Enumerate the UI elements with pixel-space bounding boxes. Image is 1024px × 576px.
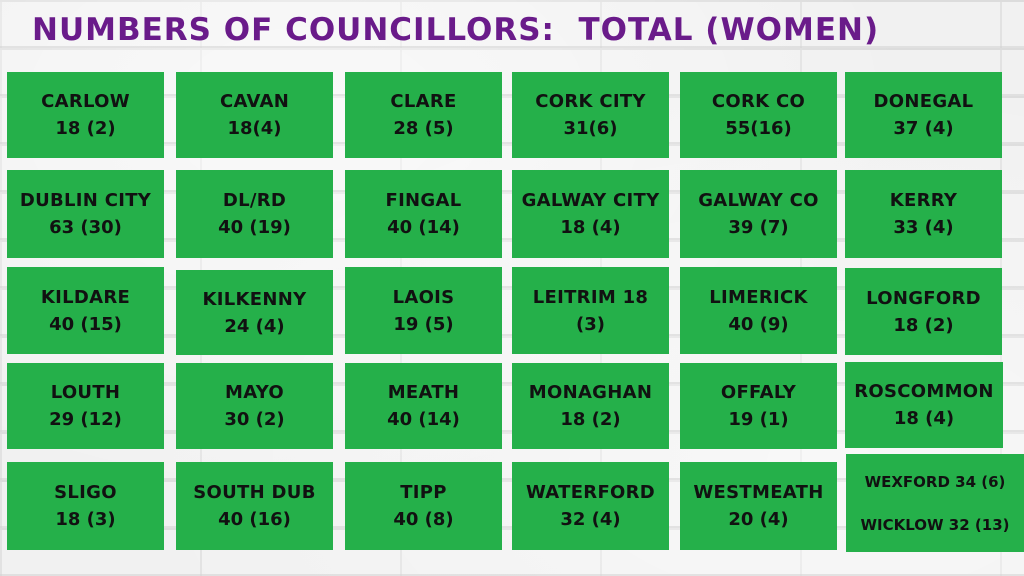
council-name: CORK CO: [711, 91, 806, 112]
council-count: 18 (4): [893, 408, 955, 429]
council-count: 40 (15): [49, 313, 122, 335]
council-name: CARLOW: [41, 91, 130, 112]
council-count: 33 (4): [893, 217, 954, 238]
council-box-kildare: KILDARE 40 (15): [7, 267, 164, 354]
council-count: (3): [576, 313, 605, 335]
council-box-wexford-wicklow: WEXFORD 34 (6) WICKLOW 32 (13): [846, 454, 1024, 552]
council-count: 30 (2): [224, 409, 285, 430]
council-box-dl-rd: DL/RD 40 (19): [176, 170, 333, 258]
council-count: 37 (4): [893, 118, 954, 139]
council-name: CORK CITY: [535, 91, 646, 112]
council-name: OFFALY: [720, 382, 797, 403]
council-box-longford: LONGFORD 18 (2): [845, 268, 1002, 355]
council-count: 18 (3): [55, 509, 116, 530]
council-count: 28 (5): [393, 118, 454, 139]
council-box-kilkenny: KILKENNY 24 (4): [176, 270, 333, 355]
council-count: 40 (16): [218, 509, 291, 530]
council-box-roscommon: ROSCOMMON 18 (4): [845, 362, 1003, 448]
council-name: ROSCOMMON: [854, 381, 994, 402]
council-name: DONEGAL: [873, 91, 974, 112]
council-box-cavan: CAVAN 18(4): [176, 72, 333, 158]
council-box-meath: MEATH 40 (14): [345, 363, 502, 449]
council-box-mayo: MAYO 30 (2): [176, 363, 333, 449]
council-box-cork-co: CORK CO 55(16): [680, 72, 837, 158]
council-name: WATERFORD: [525, 482, 656, 503]
council-box-clare: CLARE 28 (5): [345, 72, 502, 158]
council-name: FINGAL: [385, 190, 462, 211]
council-box-monaghan: MONAGHAN 18 (2): [512, 363, 669, 449]
council-name: DUBLIN CITY: [19, 190, 152, 211]
council-count: 18 (2): [893, 314, 954, 336]
council-box-galway-city: GALWAY CITY 18 (4): [512, 170, 669, 258]
council-count: 19 (1): [728, 409, 789, 430]
council-box-dublin-city: DUBLIN CITY 63 (30): [7, 170, 164, 258]
council-name: SLIGO: [54, 482, 117, 503]
council-box-limerick: LIMERICK 40 (9): [680, 267, 837, 354]
council-box-tipp: TIPP 40 (8): [345, 462, 502, 550]
council-count: 18(4): [227, 118, 282, 139]
council-count: 55(16): [725, 118, 792, 139]
council-count: 63 (30): [49, 217, 122, 238]
council-count: 40 (9): [728, 313, 789, 335]
council-count: 24 (4): [224, 315, 285, 337]
council-count: 20 (4): [728, 509, 789, 530]
council-box-louth: LOUTH 29 (12): [7, 363, 164, 449]
council-name: DL/RD: [222, 190, 287, 211]
council-name: KILKENNY: [202, 288, 307, 310]
council-name: KILDARE: [40, 286, 131, 308]
council-name: LIMERICK: [709, 286, 808, 308]
council-name: MEATH: [387, 382, 460, 403]
council-count: 19 (5): [393, 313, 454, 335]
council-box-laois: LAOIS 19 (5): [345, 267, 502, 354]
council-box-leitrim-18: LEITRIM 18 (3): [512, 267, 669, 354]
council-box-kerry: KERRY 33 (4): [845, 170, 1002, 258]
council-count: 32 (4): [560, 509, 621, 530]
council-box-donegal: DONEGAL 37 (4): [845, 72, 1002, 158]
council-name: GALWAY CO: [698, 190, 819, 211]
council-name: WESTMEATH: [693, 482, 824, 503]
council-count: 40 (14): [387, 217, 460, 238]
council-count: 18 (2): [55, 118, 116, 139]
council-name: MAYO: [224, 382, 284, 403]
council-box-sligo: SLIGO 18 (3): [7, 462, 164, 550]
council-box-offaly: OFFALY 19 (1): [680, 363, 837, 449]
page-title: NUMBERS OF COUNCILLORS: TOTAL (WOMEN): [32, 12, 880, 48]
council-count: 29 (12): [49, 409, 122, 430]
council-count: 39 (7): [728, 217, 789, 238]
council-count: 40 (19): [218, 217, 291, 238]
council-name: KERRY: [889, 190, 958, 211]
council-name: TIPP: [400, 482, 447, 503]
council-count: 18 (2): [560, 409, 621, 430]
council-box-galway-co: GALWAY CO 39 (7): [680, 170, 837, 258]
council-wicklow: WICKLOW 32 (13): [860, 515, 1010, 534]
council-name: LAOIS: [392, 286, 455, 308]
council-wexford: WEXFORD 34 (6): [864, 472, 1006, 491]
council-box-westmeath: WESTMEATH 20 (4): [680, 462, 837, 550]
council-name: GALWAY CITY: [521, 190, 660, 211]
council-name: LONGFORD: [866, 287, 981, 309]
council-name: CLARE: [390, 91, 457, 112]
council-count: 40 (14): [387, 409, 460, 430]
council-box-south-dub: SOUTH DUB 40 (16): [176, 462, 333, 550]
council-name: LEITRIM 18: [532, 286, 649, 308]
council-box-waterford: WATERFORD 32 (4): [512, 462, 669, 550]
council-box-fingal: FINGAL 40 (14): [345, 170, 502, 258]
council-count: 18 (4): [560, 217, 621, 238]
council-name: SOUTH DUB: [193, 482, 316, 503]
council-box-carlow: CARLOW 18 (2): [7, 72, 164, 158]
council-count: 40 (8): [393, 509, 454, 530]
council-count: 31(6): [563, 118, 618, 139]
council-name: CAVAN: [219, 91, 290, 112]
council-box-cork-city: CORK CITY 31(6): [512, 72, 669, 158]
council-name: LOUTH: [50, 382, 121, 403]
council-name: MONAGHAN: [528, 382, 653, 403]
